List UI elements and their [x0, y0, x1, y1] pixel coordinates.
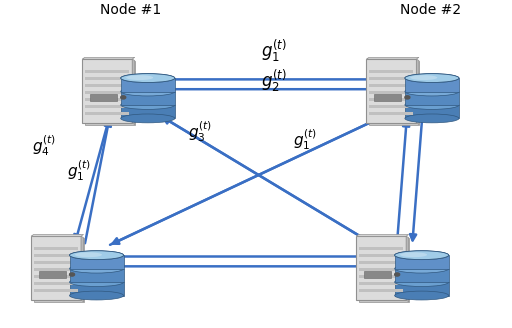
Ellipse shape — [405, 73, 459, 82]
Bar — [370, 98, 413, 101]
Bar — [86, 77, 129, 80]
Text: Node #1: Node #1 — [100, 3, 161, 17]
Ellipse shape — [121, 114, 175, 123]
Ellipse shape — [70, 291, 123, 300]
Text: $g_1^{(t)}$: $g_1^{(t)}$ — [68, 158, 91, 183]
Ellipse shape — [70, 277, 123, 287]
Bar — [395, 255, 449, 269]
Polygon shape — [406, 236, 409, 302]
Bar — [121, 105, 175, 118]
Bar — [359, 275, 403, 278]
Ellipse shape — [121, 73, 175, 82]
Bar — [359, 268, 403, 271]
Bar — [34, 254, 78, 257]
Ellipse shape — [75, 252, 102, 257]
FancyBboxPatch shape — [356, 236, 406, 300]
Text: $g_4^{(t)}$: $g_4^{(t)}$ — [32, 133, 55, 158]
Circle shape — [70, 273, 75, 276]
Polygon shape — [82, 57, 135, 59]
Text: Node #2: Node #2 — [399, 3, 461, 17]
Bar — [86, 112, 129, 115]
Ellipse shape — [70, 251, 123, 260]
Ellipse shape — [121, 87, 175, 96]
Bar — [359, 254, 403, 257]
FancyBboxPatch shape — [34, 238, 83, 302]
Ellipse shape — [395, 277, 449, 287]
Bar — [90, 94, 117, 101]
Bar — [86, 91, 129, 94]
Bar — [70, 255, 123, 269]
FancyBboxPatch shape — [82, 59, 132, 123]
Bar — [86, 70, 129, 73]
FancyBboxPatch shape — [85, 61, 135, 125]
Bar — [395, 282, 449, 296]
Bar — [86, 105, 129, 108]
Polygon shape — [31, 235, 83, 236]
Bar — [364, 271, 391, 278]
Ellipse shape — [70, 264, 123, 273]
Bar — [34, 268, 78, 271]
Bar — [359, 261, 403, 264]
Bar — [70, 282, 123, 296]
Bar — [370, 77, 413, 80]
Bar — [370, 112, 413, 115]
Bar — [370, 70, 413, 73]
Bar — [370, 105, 413, 108]
Text: $g_1^{(t)}$: $g_1^{(t)}$ — [293, 127, 316, 152]
Ellipse shape — [121, 73, 175, 82]
Bar — [405, 92, 459, 105]
Ellipse shape — [405, 100, 459, 109]
Ellipse shape — [400, 252, 427, 257]
Bar — [405, 78, 459, 92]
Polygon shape — [416, 59, 419, 125]
Text: $g_2^{(t)}$: $g_2^{(t)}$ — [261, 67, 287, 94]
Circle shape — [395, 273, 400, 276]
Ellipse shape — [405, 73, 459, 82]
Bar — [86, 84, 129, 87]
Ellipse shape — [405, 87, 459, 96]
Bar — [121, 78, 175, 92]
Text: $g_3^{(t)}$: $g_3^{(t)}$ — [188, 119, 211, 144]
Bar — [370, 91, 413, 94]
Polygon shape — [356, 235, 409, 236]
Circle shape — [405, 96, 410, 99]
Bar — [34, 289, 78, 293]
Bar — [34, 282, 78, 285]
Text: $g_1^{(t)}$: $g_1^{(t)}$ — [261, 37, 287, 64]
FancyBboxPatch shape — [367, 59, 416, 123]
Bar — [34, 275, 78, 278]
Bar — [359, 289, 403, 293]
Bar — [34, 261, 78, 264]
FancyBboxPatch shape — [359, 238, 409, 302]
Bar — [395, 269, 449, 282]
Ellipse shape — [405, 114, 459, 123]
Ellipse shape — [121, 100, 175, 109]
Bar — [370, 84, 413, 87]
Bar — [359, 247, 403, 250]
Bar — [121, 92, 175, 105]
Bar — [359, 282, 403, 285]
Ellipse shape — [395, 291, 449, 300]
Ellipse shape — [395, 264, 449, 273]
Circle shape — [121, 96, 126, 99]
FancyBboxPatch shape — [31, 236, 81, 300]
Ellipse shape — [395, 251, 449, 260]
Ellipse shape — [395, 251, 449, 260]
FancyBboxPatch shape — [369, 61, 419, 125]
Polygon shape — [132, 59, 135, 125]
Bar — [70, 269, 123, 282]
Bar — [374, 94, 401, 101]
Bar — [405, 105, 459, 118]
Ellipse shape — [126, 75, 153, 80]
Polygon shape — [367, 57, 419, 59]
Ellipse shape — [410, 75, 437, 80]
Bar — [34, 247, 78, 250]
Bar — [86, 98, 129, 101]
Polygon shape — [81, 236, 83, 302]
Ellipse shape — [70, 251, 123, 260]
Bar — [38, 271, 66, 278]
